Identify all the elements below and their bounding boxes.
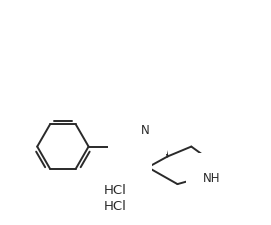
Text: HCl: HCl bbox=[104, 199, 127, 212]
Text: N: N bbox=[140, 124, 149, 137]
Text: NH: NH bbox=[203, 171, 221, 184]
Text: N: N bbox=[126, 140, 134, 153]
Text: HCl: HCl bbox=[104, 183, 127, 196]
